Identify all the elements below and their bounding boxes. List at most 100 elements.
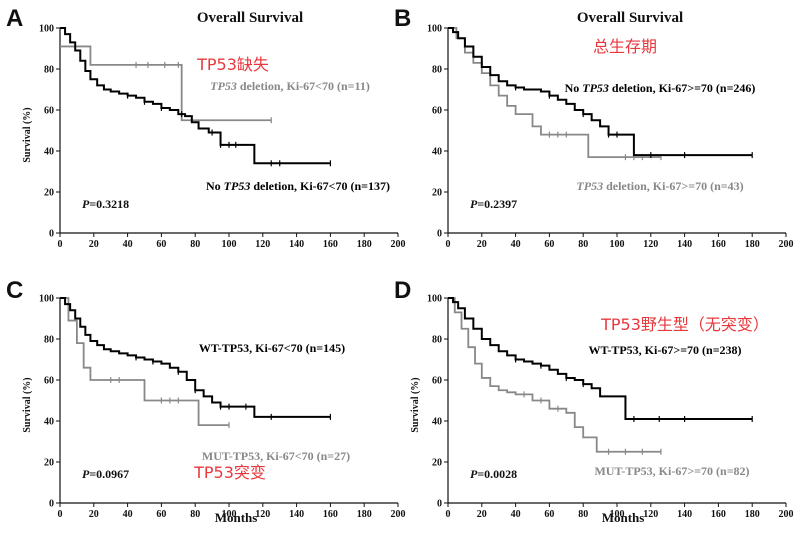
x-tick-label: 80 xyxy=(578,509,588,520)
panel-b: B Overall Survival 0 20 40 60 80 100 120 140 160 18… xyxy=(394,5,794,250)
p-value-number: =0.0967 xyxy=(89,467,129,481)
y-tick-label: 0 xyxy=(437,499,442,510)
survival-curve-primary xyxy=(448,297,753,420)
x-tick-label: 20 xyxy=(477,509,487,520)
panel-letter: A xyxy=(6,5,23,32)
x-tick-label: 60 xyxy=(156,509,166,520)
panel-a: A Overall Survival 0 20 40 60 80 100 120 140 160 18… xyxy=(6,5,406,250)
p-value-number: =0.2397 xyxy=(477,197,517,211)
x-tick-label: 200 xyxy=(779,239,794,250)
y-axis-label: Survival (%) xyxy=(22,377,33,432)
series-label-part: TP53 xyxy=(582,81,609,95)
x-tick-label: 20 xyxy=(89,509,99,520)
series-label-part: deletion, Ki-67>=70 (n=43) xyxy=(603,179,744,193)
series-label-secondary: MUT-TP53, Ki-67>=70 (n=82) xyxy=(594,464,749,478)
x-tick-label: 160 xyxy=(323,239,338,250)
x-tick-label: 40 xyxy=(511,239,521,250)
p-value: P=0.0028 xyxy=(470,467,517,481)
x-tick-label: 160 xyxy=(711,509,726,520)
series-label-part: MUT-TP53, Ki-67>=70 (n=82) xyxy=(594,464,749,478)
chart-title: Overall Survival xyxy=(577,10,683,26)
y-axis-label: Survival (%) xyxy=(410,377,421,432)
series-label-secondary: TP53 deletion, Ki-67>=70 (n=43) xyxy=(576,179,743,193)
chart-title: Overall Survival xyxy=(197,10,303,26)
series-label-part: TP53 xyxy=(576,179,603,193)
series-label-part: deletion, Ki-67<70 (n=11) xyxy=(237,79,370,93)
x-tick-label: 160 xyxy=(323,509,338,520)
x-tick-label: 0 xyxy=(58,509,63,520)
survival-curve-primary xyxy=(60,27,331,165)
x-tick-label: 180 xyxy=(357,239,372,250)
x-tick-label: 140 xyxy=(289,239,304,250)
p-value-number: =0.3218 xyxy=(89,197,129,211)
y-tick-label: 100 xyxy=(427,294,442,305)
y-tick-label: 100 xyxy=(427,24,442,35)
series-label-part: TP53 xyxy=(224,179,251,193)
x-tick-label: 80 xyxy=(578,239,588,250)
y-tick-label: 40 xyxy=(432,147,442,158)
y-tick-label: 40 xyxy=(44,147,54,158)
x-tick-label: 0 xyxy=(446,509,451,520)
x-tick-label: 100 xyxy=(610,239,625,250)
x-tick-label: 20 xyxy=(477,239,487,250)
y-tick-label: 20 xyxy=(432,188,442,199)
series-label-part: WT-TP53, Ki-67<70 (n=145) xyxy=(199,341,345,355)
survival-curve-primary xyxy=(60,297,331,418)
y-tick-label: 40 xyxy=(432,417,442,428)
y-tick-label: 0 xyxy=(49,229,54,240)
y-tick-label: 60 xyxy=(432,106,442,117)
y-tick-label: 80 xyxy=(44,335,54,346)
series-label-secondary: TP53 deletion, Ki-67<70 (n=11) xyxy=(210,79,370,93)
x-tick-label: 140 xyxy=(677,239,692,250)
y-tick-label: 60 xyxy=(44,376,54,387)
survival-curve-secondary xyxy=(448,297,661,453)
x-tick-label: 0 xyxy=(58,239,63,250)
x-tick-label: 180 xyxy=(357,509,372,520)
x-tick-label: 180 xyxy=(745,509,760,520)
y-tick-label: 20 xyxy=(44,188,54,199)
survival-curve-primary xyxy=(448,27,753,157)
y-tick-label: 100 xyxy=(39,24,54,35)
x-tick-label: 120 xyxy=(255,239,270,250)
series-label-primary: WT-TP53, Ki-67>=70 (n=238) xyxy=(588,343,741,357)
annotation-label: TP53突变 xyxy=(193,463,266,482)
y-tick-label: 80 xyxy=(432,65,442,76)
x-tick-label: 0 xyxy=(446,239,451,250)
series-label-part: MUT-TP53, Ki-67<70 (n=27) xyxy=(202,449,350,463)
x-tick-label: 200 xyxy=(391,239,406,250)
x-tick-label: 160 xyxy=(711,239,726,250)
x-tick-label: 100 xyxy=(222,239,237,250)
y-axis-label: Survival (%) xyxy=(22,107,33,162)
survival-curve-secondary xyxy=(448,27,661,159)
x-tick-label: 80 xyxy=(190,239,200,250)
y-tick-label: 60 xyxy=(432,376,442,387)
panel-c: C 0 20 40 60 80 100 120 140 160 180 200 0 20 40 60 80 100… xyxy=(6,277,406,525)
x-tick-label: 200 xyxy=(779,509,794,520)
series-label-part: No xyxy=(565,81,583,95)
x-tick-label: 40 xyxy=(511,509,521,520)
x-tick-label: 140 xyxy=(677,509,692,520)
x-tick-label: 120 xyxy=(643,509,658,520)
y-tick-label: 100 xyxy=(39,294,54,305)
y-tick-label: 80 xyxy=(432,335,442,346)
x-tick-label: 40 xyxy=(123,509,133,520)
y-tick-label: 40 xyxy=(44,417,54,428)
y-tick-label: 0 xyxy=(49,499,54,510)
series-label-primary: No TP53 deletion, Ki-67<70 (n=137) xyxy=(206,179,390,193)
p-value-symbol: P xyxy=(470,467,478,481)
p-value-symbol: P xyxy=(82,197,90,211)
y-tick-label: 20 xyxy=(432,458,442,469)
x-tick-label: 120 xyxy=(255,509,270,520)
series-label-part: No xyxy=(206,179,224,193)
x-axis-label: Months xyxy=(602,510,645,525)
x-axis-label: Months xyxy=(215,510,258,525)
x-tick-label: 140 xyxy=(289,509,304,520)
y-tick-label: 0 xyxy=(437,229,442,240)
panel-letter: C xyxy=(6,277,23,304)
x-tick-label: 180 xyxy=(745,239,760,250)
y-tick-label: 60 xyxy=(44,106,54,117)
x-tick-label: 40 xyxy=(123,239,133,250)
series-label-part: TP53 xyxy=(210,79,237,93)
p-value: P=0.2397 xyxy=(470,197,517,211)
x-tick-label: 100 xyxy=(610,509,625,520)
